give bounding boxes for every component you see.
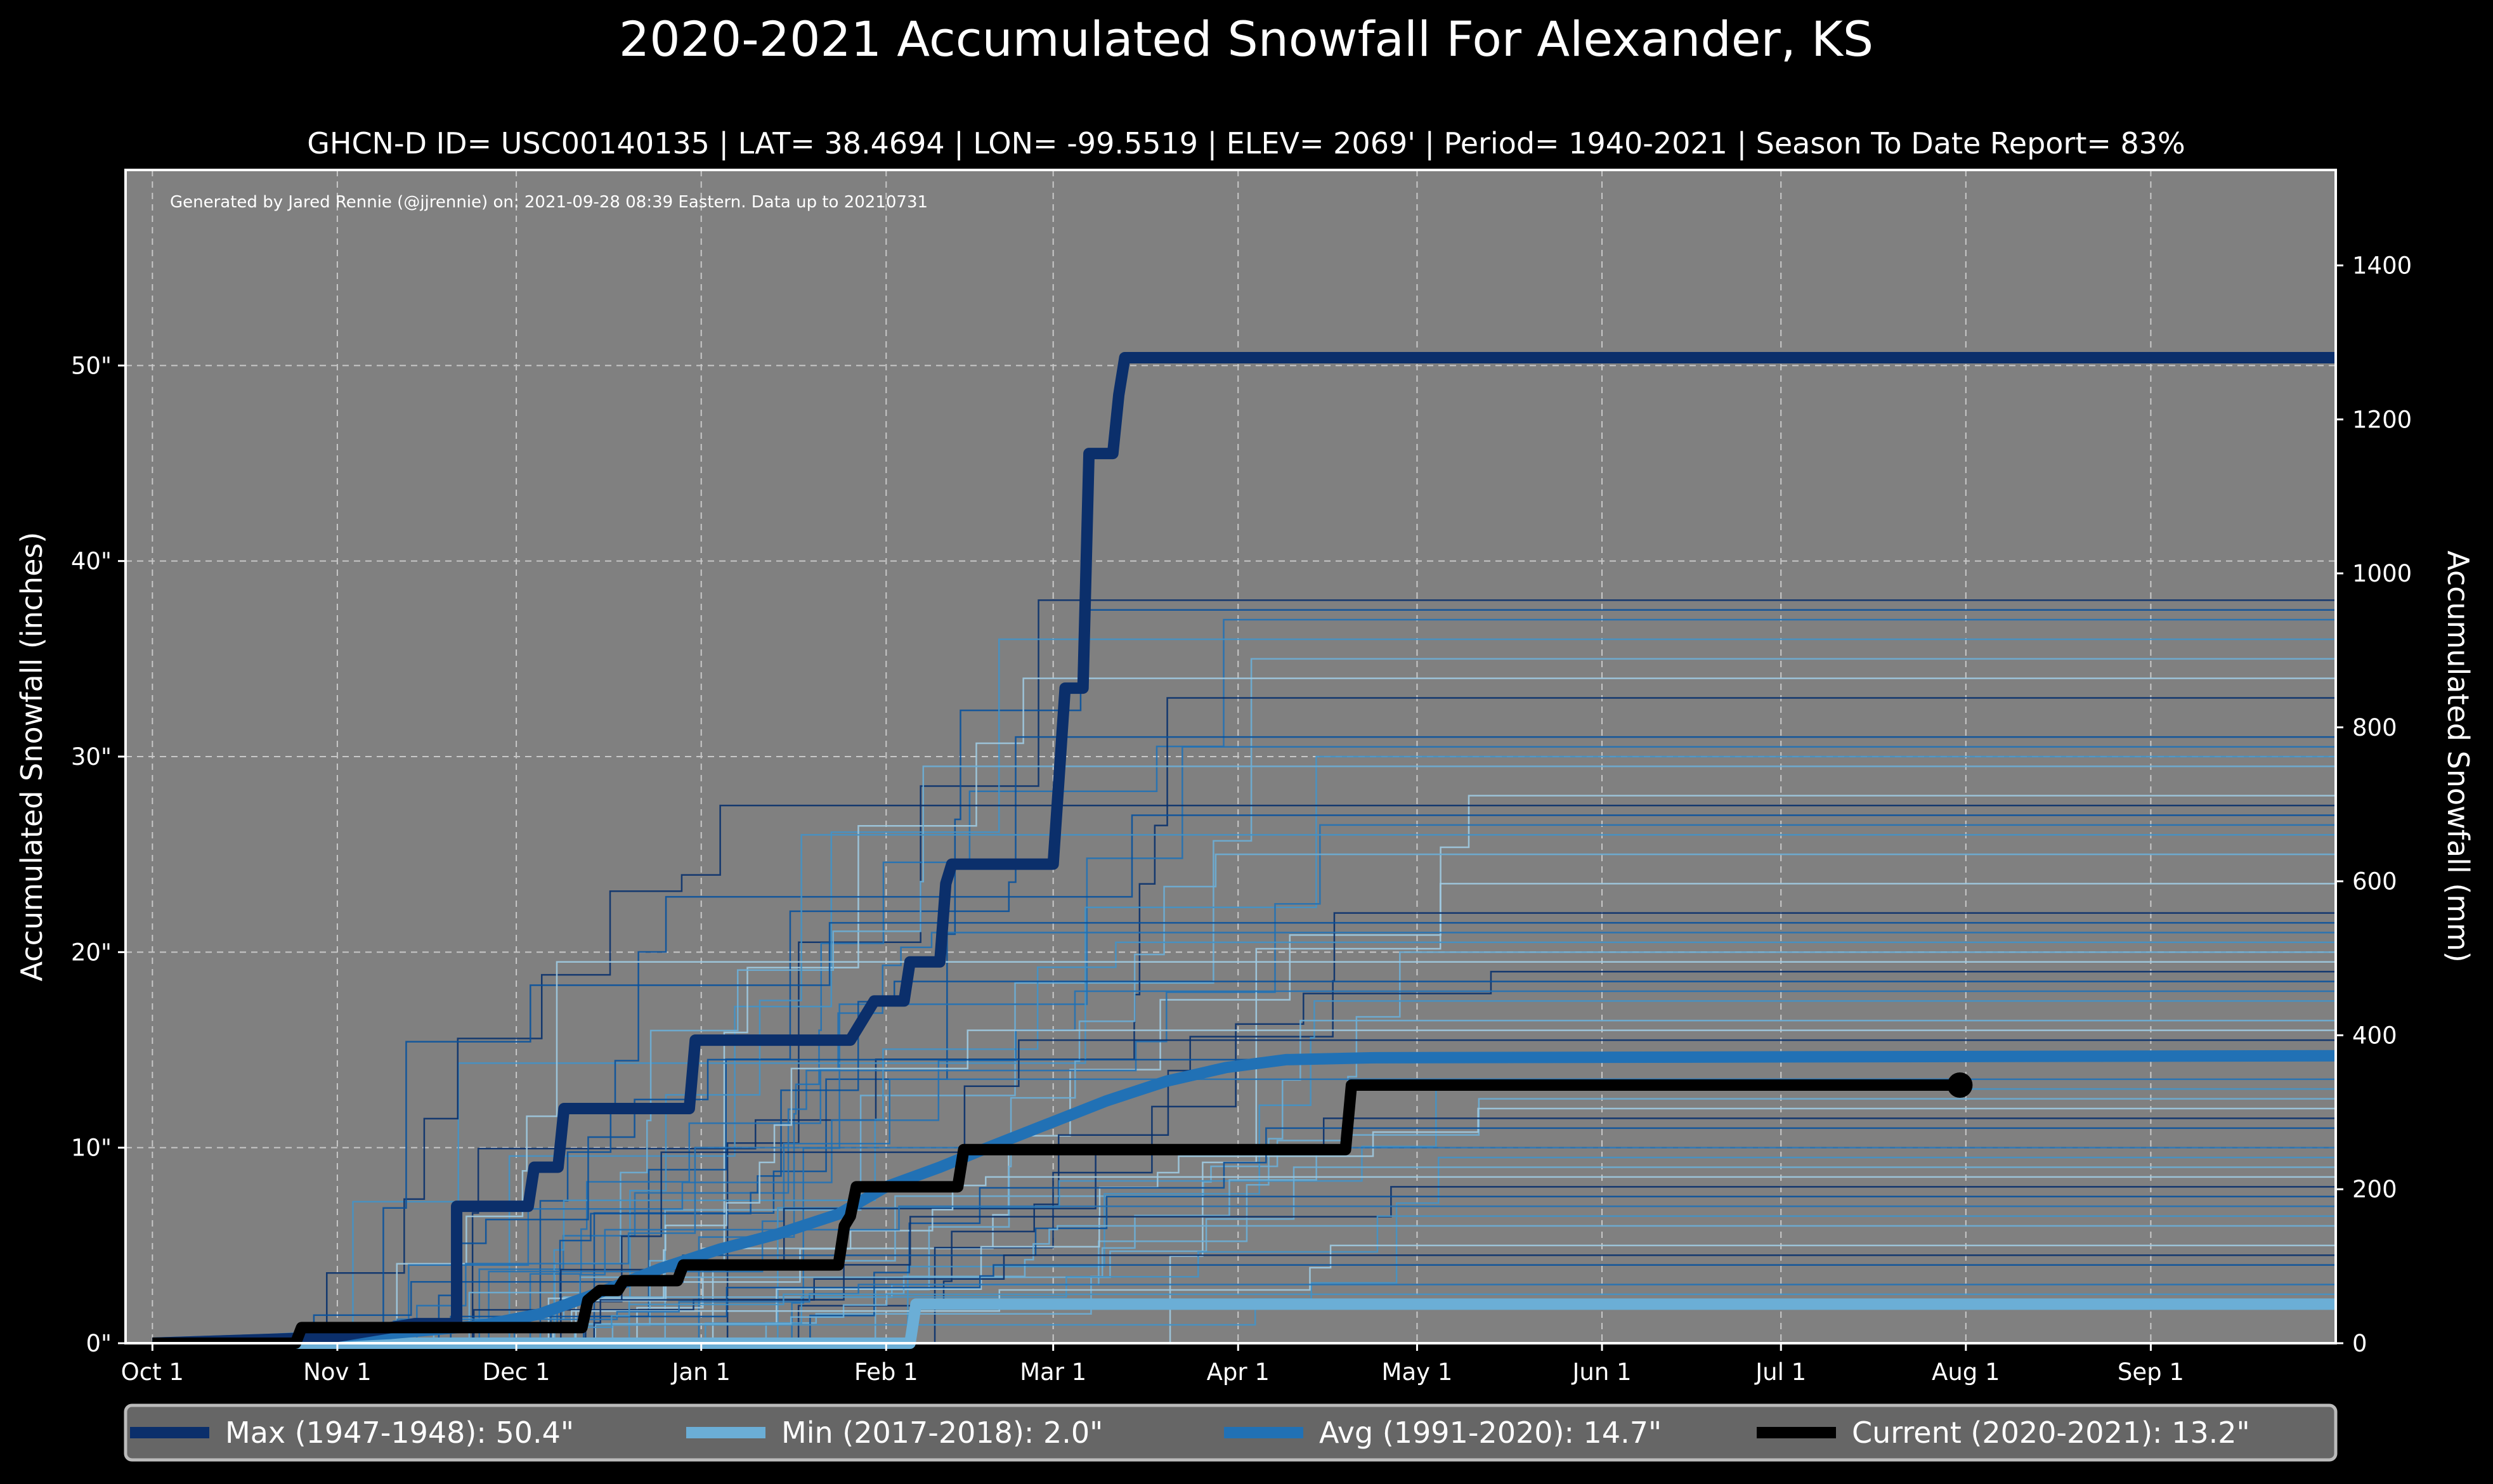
season-line <box>152 1186 2336 1344</box>
season-line <box>152 1127 2336 1344</box>
legend-label-avg: Avg (1991-2020): 14.7" <box>1319 1416 1662 1450</box>
season-line <box>152 1107 2336 1344</box>
season-line <box>152 932 2336 1344</box>
season-line <box>152 921 2336 1344</box>
series-max-line <box>152 352 2336 1349</box>
generated-annotation: Generated by Jared Rennie (@jjrennie) on… <box>170 193 928 212</box>
y-tick-label: 0" <box>86 1330 112 1357</box>
season-line <box>152 1078 2336 1344</box>
other-seasons <box>152 599 2336 1344</box>
current-end-marker <box>1947 1072 1973 1098</box>
season-line <box>152 970 2336 1344</box>
chart-title: 2020-2021 Accumulated Snowfall For Alexa… <box>619 11 1873 67</box>
x-tick-label: Jun 1 <box>1571 1358 1631 1386</box>
y-axis-right-ticks: 0 200 400 600 800 1000 1200 1400 <box>2336 252 2412 1357</box>
y-right-tick-label: 600 <box>2352 868 2397 895</box>
x-tick-label: Nov 1 <box>303 1358 372 1386</box>
y-tick-label: 20" <box>71 939 112 966</box>
legend-label-min: Min (2017-2018): 2.0" <box>781 1416 1103 1450</box>
y-right-tick-label: 1000 <box>2352 560 2412 587</box>
y-axis-label: Accumulated Snowfall (inches) <box>15 532 49 982</box>
x-tick-label: Aug 1 <box>1932 1358 2000 1386</box>
x-tick-label: Apr 1 <box>1207 1358 1270 1386</box>
season-line <box>152 618 2336 1344</box>
season-line <box>152 804 2336 1344</box>
season-line <box>152 638 2336 1344</box>
season-line <box>152 961 2336 1344</box>
x-tick-label: Jul 1 <box>1754 1358 1806 1386</box>
x-tick-label: Sep 1 <box>2118 1358 2184 1386</box>
x-tick-label: Jan 1 <box>671 1358 731 1386</box>
y-axis-right-label: Accumulated Snowfall (mm) <box>2441 550 2475 963</box>
x-axis-ticks: Oct 1 Nov 1 Dec 1 Jan 1 Feb 1 Mar 1 Apr 1 May 1… <box>121 1343 2184 1386</box>
y-axis-ticks: 0" 10" 20" 30" 40" 50" <box>71 352 126 1357</box>
y-right-tick-label: 1200 <box>2352 406 2412 433</box>
season-line <box>152 1029 2336 1344</box>
season-line <box>152 814 2336 1344</box>
y-right-tick-label: 800 <box>2352 714 2397 741</box>
y-right-tick-label: 1400 <box>2352 252 2412 280</box>
season-line <box>152 951 2336 1344</box>
x-tick-label: Mar 1 <box>1020 1358 1086 1386</box>
legend-label-max: Max (1947-1948): 50.4" <box>225 1416 574 1450</box>
season-line <box>152 746 2336 1344</box>
season-line <box>152 1254 2336 1344</box>
y-right-tick-label: 200 <box>2352 1176 2397 1203</box>
y-tick-label: 40" <box>71 548 112 575</box>
x-tick-label: Dec 1 <box>483 1358 550 1386</box>
y-right-tick-label: 0 <box>2352 1330 2367 1357</box>
y-tick-label: 30" <box>71 743 112 771</box>
y-right-tick-label: 400 <box>2352 1022 2397 1049</box>
x-tick-label: Oct 1 <box>121 1358 184 1386</box>
y-tick-label: 10" <box>71 1135 112 1162</box>
series-current-line <box>152 1079 1960 1349</box>
x-tick-label: May 1 <box>1382 1358 1453 1386</box>
x-tick-label: Feb 1 <box>854 1358 918 1386</box>
legend: Max (1947-1948): 50.4" Min (2017-2018): 2… <box>124 1403 2338 1462</box>
y-tick-label: 50" <box>71 352 112 379</box>
chart-subtitle: GHCN-D ID= USC00140135 | LAT= 38.4694 | … <box>307 126 2185 161</box>
legend-label-current: Current (2020-2021): 13.2" <box>1852 1416 2250 1450</box>
